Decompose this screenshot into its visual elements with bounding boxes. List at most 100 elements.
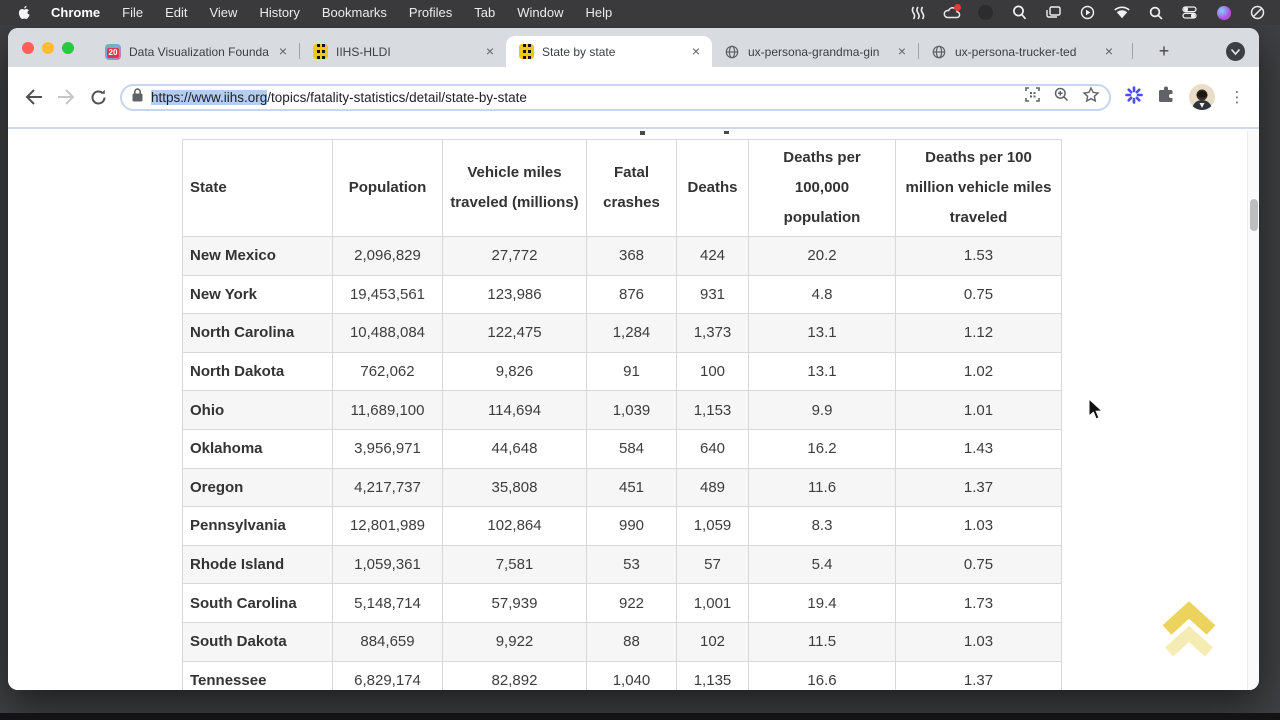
- close-tab-icon[interactable]: ×: [897, 42, 907, 59]
- url-selected-text: https://www.iihs.org: [151, 89, 268, 105]
- menu-window[interactable]: Window: [517, 5, 564, 20]
- menu-chrome[interactable]: Chrome: [51, 5, 101, 20]
- state-cell: South Carolina: [182, 583, 333, 623]
- new-tab-button[interactable]: +: [1158, 40, 1170, 61]
- page-content: State Population Vehicle miles traveled …: [8, 131, 1259, 690]
- extensions-puzzle-icon[interactable]: [1157, 86, 1175, 109]
- menu-history[interactable]: History: [259, 5, 300, 20]
- screen-recording-icon[interactable]: [1079, 4, 1096, 21]
- tab-ux-persona-trucker[interactable]: ux-persona-trucker-ted ×: [919, 36, 1125, 67]
- menu-bookmarks[interactable]: Bookmarks: [321, 5, 387, 20]
- back-button[interactable]: [20, 83, 48, 111]
- tab-search-button[interactable]: [1226, 42, 1245, 61]
- value-cell: 35,808: [442, 467, 587, 508]
- value-cell: 8.3: [748, 506, 896, 546]
- waves-icon[interactable]: [909, 4, 926, 21]
- state-cell: Oregon: [182, 467, 333, 508]
- siri-icon[interactable]: [1215, 4, 1232, 21]
- value-cell: 20.2: [748, 236, 896, 276]
- minimize-window-button[interactable]: [42, 42, 54, 54]
- close-tab-icon[interactable]: ×: [278, 42, 288, 59]
- clipped-heading-fragment: [724, 131, 729, 134]
- forward-button[interactable]: [52, 83, 80, 111]
- notification-badge: [954, 4, 961, 11]
- tab-iihs-hldi[interactable]: IIHS-HLDI ×: [300, 36, 506, 67]
- state-cell: North Carolina: [182, 313, 333, 353]
- creative-cloud-icon[interactable]: [943, 4, 961, 21]
- spotlight-search-icon[interactable]: [1147, 4, 1164, 21]
- table-row: Pennsylvania 12,801,989 102,864 990 1,059 8.3…: [182, 506, 1062, 546]
- wifi-icon[interactable]: [1113, 4, 1130, 21]
- close-tab-icon[interactable]: ×: [691, 42, 701, 59]
- iihs-road-favicon: [312, 44, 328, 60]
- fullscreen-window-button[interactable]: [62, 42, 74, 54]
- value-cell: 3,956,971: [332, 428, 443, 469]
- menu-tab[interactable]: Tab: [474, 5, 496, 20]
- qr-scan-icon[interactable]: [1025, 87, 1040, 107]
- value-cell: 16.6: [748, 660, 896, 690]
- table-row: South Carolina 5,148,714 57,939 922 1,001 19.…: [182, 583, 1062, 623]
- page-zoom-icon[interactable]: [1054, 87, 1069, 107]
- tab-separator: [299, 43, 300, 59]
- value-cell: 13.1: [748, 351, 896, 392]
- table-row: New Mexico 2,096,829 27,772 368 424 20.2 1.53: [182, 236, 1062, 276]
- menu-file[interactable]: File: [122, 5, 144, 20]
- menu-view[interactable]: View: [209, 5, 238, 20]
- profile-avatar[interactable]: [1189, 84, 1215, 110]
- tab-state-by-state[interactable]: State by state ×: [506, 36, 712, 67]
- value-cell: 1,001: [676, 583, 749, 623]
- page-scrollbar[interactable]: [1247, 131, 1259, 690]
- value-cell: 53: [586, 544, 677, 585]
- menu-profiles[interactable]: Profiles: [408, 5, 453, 20]
- burst-extension-icon[interactable]: [1125, 85, 1143, 109]
- value-cell: 1,284: [586, 313, 677, 353]
- value-cell: 1.37: [895, 467, 1062, 508]
- control-center-icon[interactable]: [1181, 4, 1198, 21]
- value-cell: 11.6: [748, 467, 896, 508]
- state-cell: Oklahoma: [182, 428, 333, 469]
- tab-strip: 20 Data Visualization Founda × IIHS-HLDI…: [8, 28, 1259, 67]
- browser-menu-icon[interactable]: ⋮: [1229, 89, 1245, 106]
- value-cell: 584: [586, 428, 677, 469]
- app-dot-icon[interactable]: [977, 4, 994, 21]
- do-not-disturb-icon[interactable]: [1249, 4, 1266, 21]
- value-cell: 990: [586, 506, 677, 546]
- tab-separator: [918, 43, 919, 59]
- table-row: Oregon 4,217,737 35,808 451 489 11.6 1.37: [182, 467, 1062, 508]
- url-text: https://www.iihs.org/topics/fatality-sta…: [151, 89, 1015, 105]
- close-tab-icon[interactable]: ×: [485, 42, 495, 59]
- calendar-20-favicon: 20: [105, 43, 121, 60]
- menu-edit[interactable]: Edit: [165, 5, 188, 20]
- value-cell: 1.12: [895, 313, 1062, 353]
- scrollbar-thumb[interactable]: [1250, 199, 1258, 231]
- value-cell: 11.5: [748, 621, 896, 662]
- windows-stack-icon[interactable]: [1045, 4, 1062, 21]
- lock-icon[interactable]: [132, 87, 143, 107]
- tab-ux-persona-grandma[interactable]: ux-persona-grandma-gin ×: [712, 36, 918, 67]
- value-cell: 114,694: [442, 390, 587, 430]
- header-deaths-per-100m-vmt: Deaths per 100 million vehicle miles tra…: [895, 139, 1062, 237]
- tab-data-visualization[interactable]: 20 Data Visualization Founda ×: [93, 36, 299, 67]
- close-tab-icon[interactable]: ×: [1104, 42, 1114, 59]
- address-bar[interactable]: https://www.iihs.org/topics/fatality-sta…: [120, 83, 1111, 111]
- value-cell: 0.75: [895, 274, 1062, 315]
- value-cell: 884,659: [332, 621, 443, 662]
- value-cell: 1,059: [676, 506, 749, 546]
- value-cell: 1.03: [895, 506, 1062, 546]
- bookmark-star-icon[interactable]: [1082, 86, 1100, 107]
- header-fatal-crashes: Fatal crashes: [586, 139, 677, 237]
- apple-menu-icon[interactable]: [18, 5, 31, 20]
- state-cell: North Dakota: [182, 351, 333, 392]
- value-cell: 368: [586, 236, 677, 276]
- close-window-button[interactable]: [22, 42, 34, 54]
- header-deaths-per-100k: Deaths per 100,000 population: [748, 139, 896, 237]
- value-cell: 451: [586, 467, 677, 508]
- value-cell: 1.03: [895, 621, 1062, 662]
- scroll-to-top-button[interactable]: [1159, 600, 1219, 662]
- desktop-edge: [0, 713, 1280, 720]
- value-cell: 1,040: [586, 660, 677, 690]
- zoom-lens-icon[interactable]: [1011, 4, 1028, 21]
- menu-help[interactable]: Help: [585, 5, 613, 20]
- value-cell: 27,772: [442, 236, 587, 276]
- reload-button[interactable]: [84, 83, 112, 111]
